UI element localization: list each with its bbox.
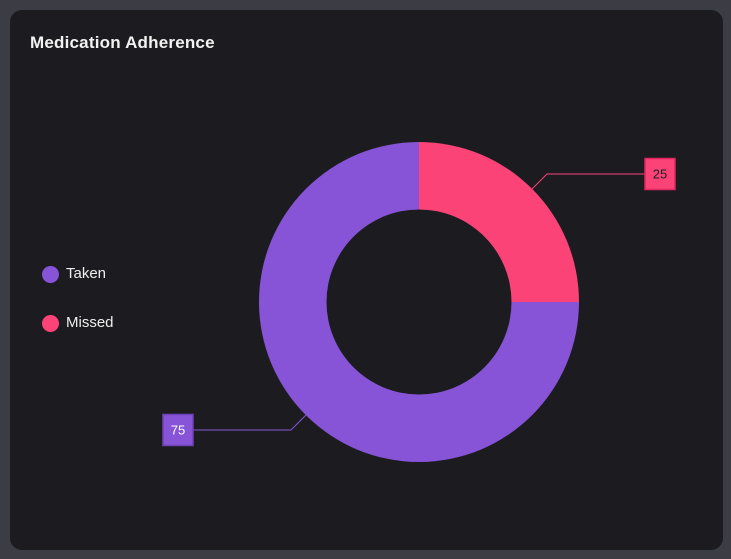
chart-legend: Taken Missed [42,262,114,335]
data-label-taken: 75 [171,422,185,437]
data-label-box-missed [644,157,676,191]
data-label-missed: 25 [653,167,667,182]
donut-chart: 75 25 Taken Missed [10,10,723,550]
legend-marker-icon [42,265,59,283]
donut-chart-svg: 75 25 [162,142,676,462]
medication-adherence-card: Medication Adherence 75 25 Taken Missed [10,10,723,550]
donut-slice-taken[interactable] [259,142,579,462]
data-label-box-taken [162,413,194,447]
donut-slice-missed[interactable] [419,142,579,302]
legend-marker-icon [42,314,59,332]
callout-line-missed [531,173,645,190]
legend-label-missed: Missed [66,314,114,331]
legend-label-taken: Taken [66,265,107,282]
callout-line-taken [193,414,307,431]
chart-title: Medication Adherence [30,33,215,52]
legend-item-taken[interactable]: Taken [42,262,114,286]
legend-item-missed[interactable]: Missed [42,311,114,335]
